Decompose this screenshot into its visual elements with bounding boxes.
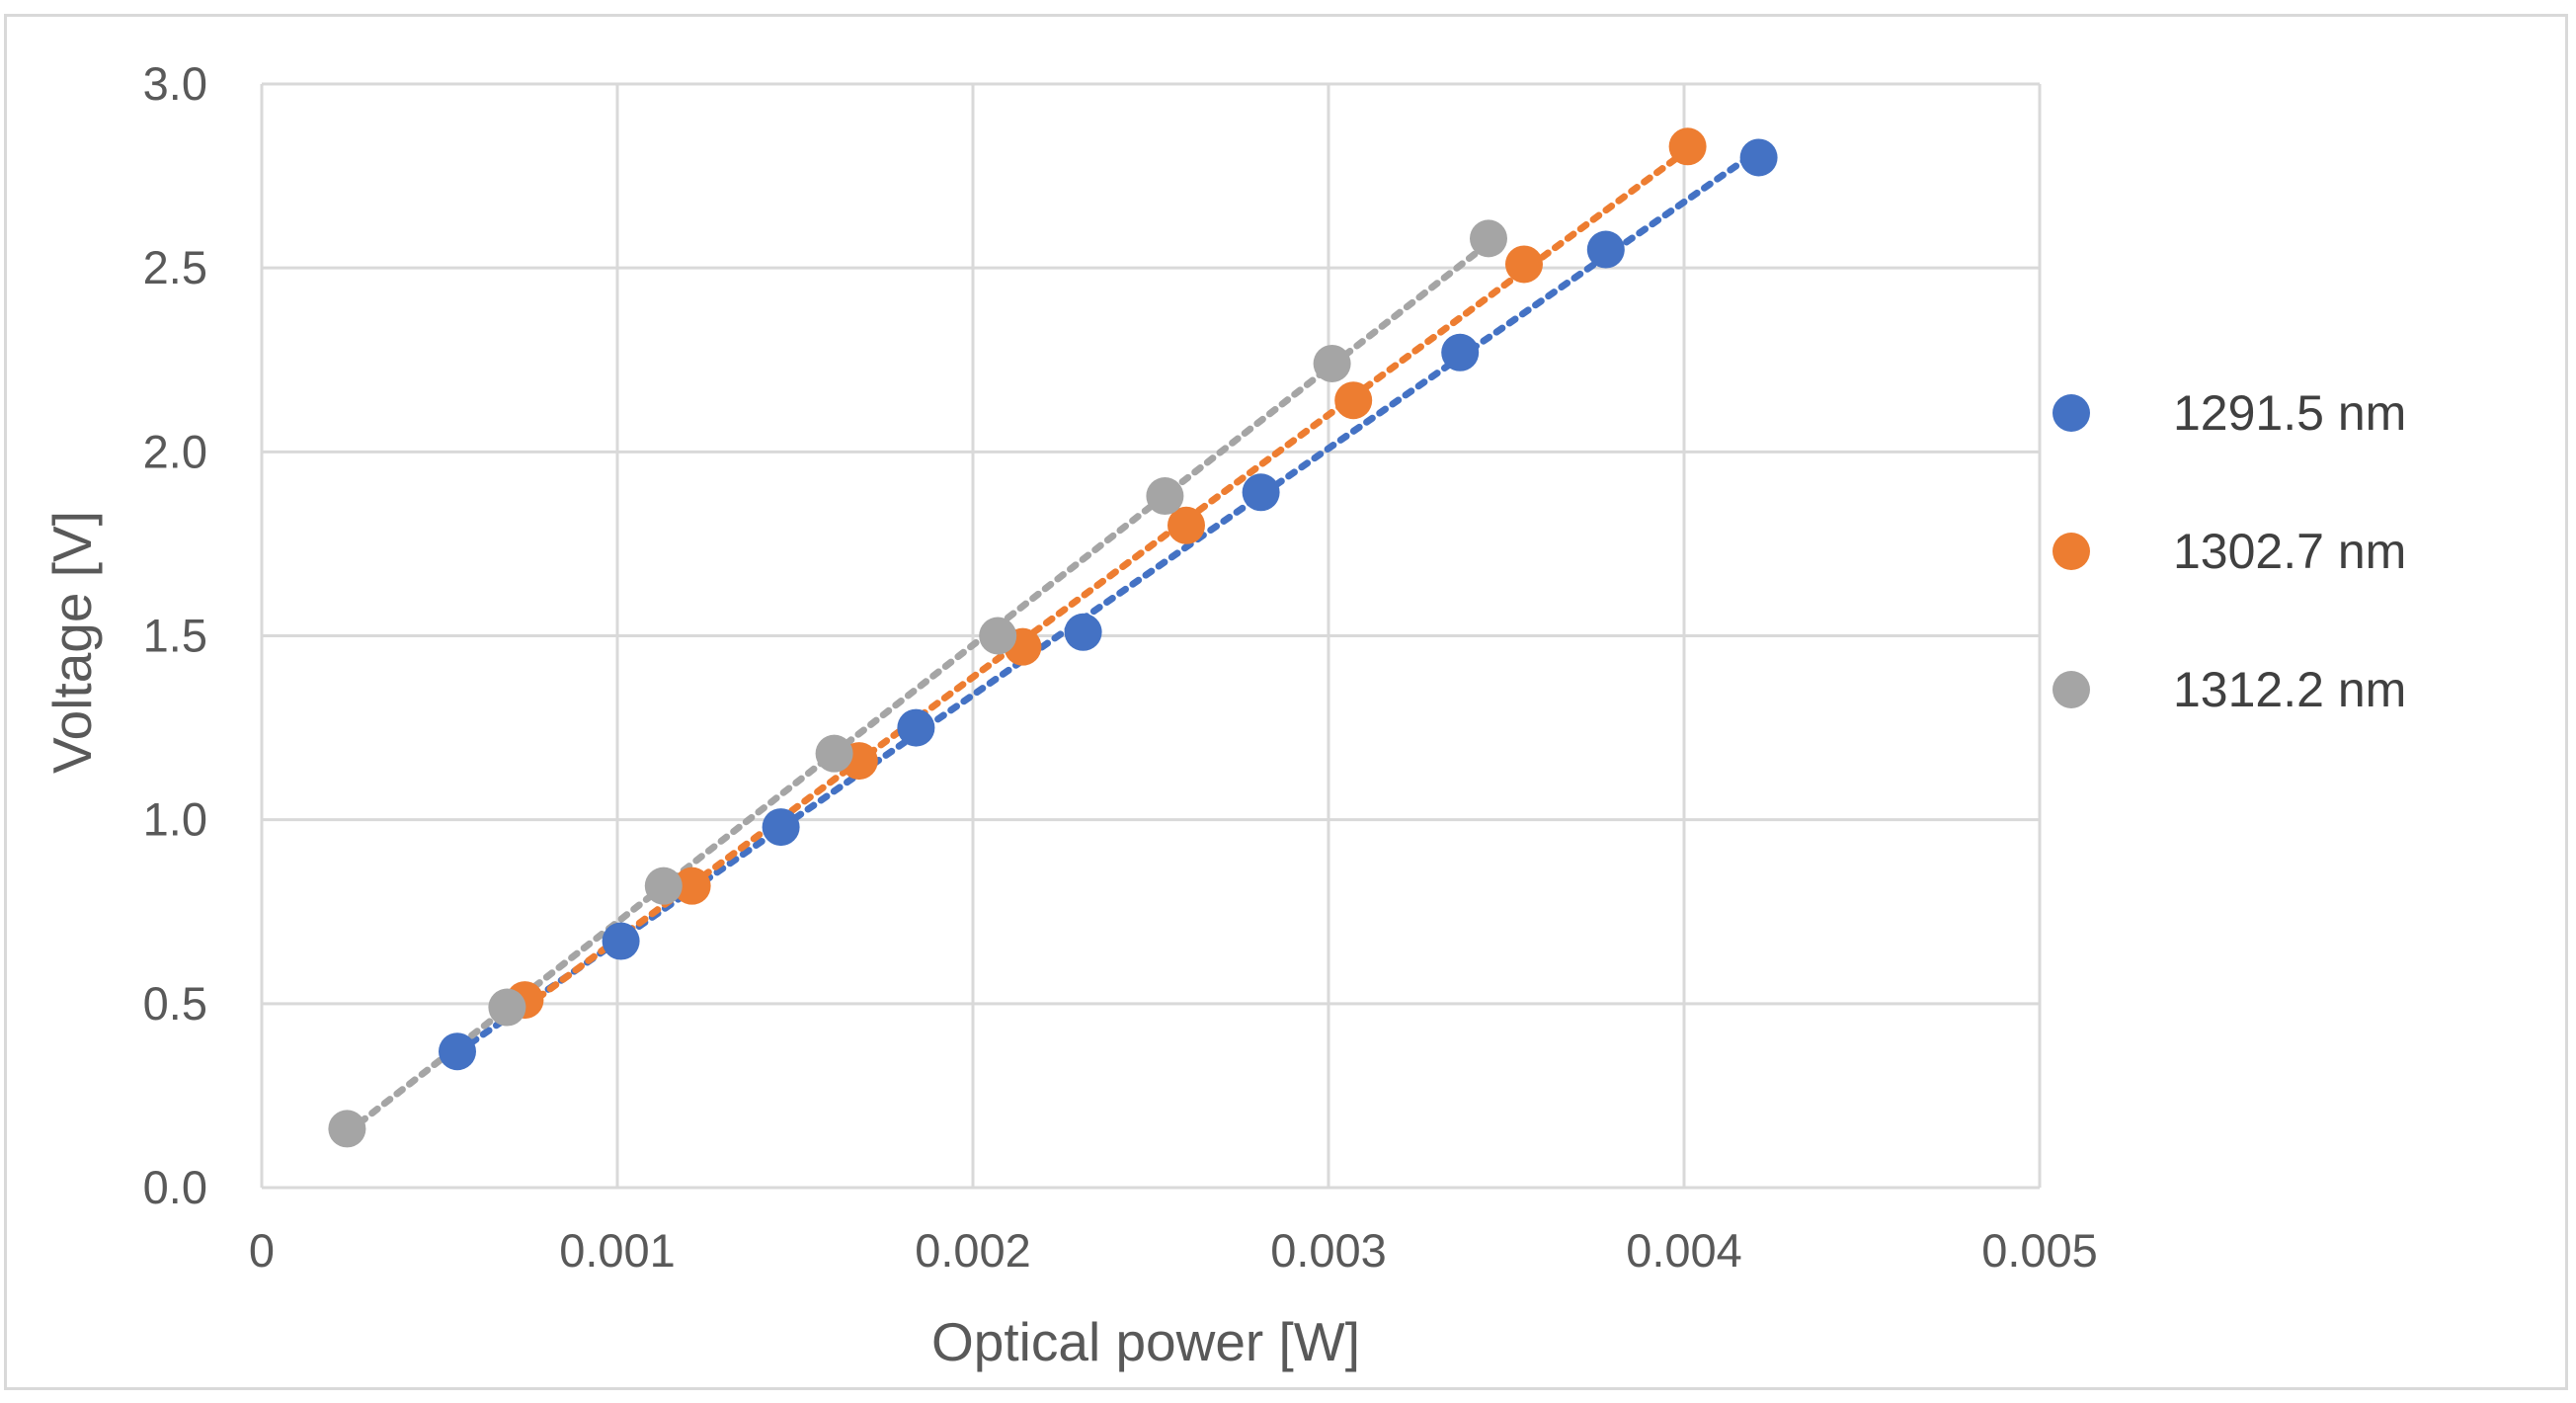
data-point-series-1 (762, 808, 800, 847)
x-axis-title: Optical power [W] (931, 1311, 1360, 1372)
data-point-series-1 (1441, 333, 1480, 371)
data-point-series-3 (815, 734, 853, 773)
tick-labels: 0 0.001 0.002 0.003 0.004 0.005 0.0 0.5 1.0 1.5 2.… (143, 57, 2098, 1277)
x-tick-label: 0.002 (915, 1224, 1031, 1277)
y-tick-label: 2.0 (143, 425, 207, 477)
y-axis-title: Voltage [V] (41, 511, 103, 774)
data-point-series-1 (897, 708, 935, 747)
data-point-series-1 (1739, 138, 1778, 177)
data-point-series-3 (328, 1110, 366, 1148)
legend-marker (2053, 671, 2090, 708)
legend-label: 1302.7 nm (2173, 524, 2406, 579)
y-tick-label: 1.0 (143, 793, 207, 846)
data-point-series-3 (488, 988, 526, 1027)
trendline-series-3 (343, 239, 1492, 1136)
y-tick-label: 2.5 (143, 241, 207, 293)
data-point-series-1 (439, 1032, 476, 1071)
y-tick-label: 0.5 (143, 977, 207, 1030)
y-tick-label: 3.0 (143, 57, 207, 110)
x-tick-label: 0 (249, 1224, 275, 1277)
chart-frame (4, 14, 2568, 1390)
x-tick-label: 0.001 (559, 1224, 676, 1277)
data-point-series-3 (1313, 344, 1351, 382)
legend-label: 1312.2 nm (2173, 662, 2406, 717)
data-point-series-3 (979, 617, 1017, 655)
x-tick-label: 0.003 (1270, 1224, 1387, 1277)
data-point-series-2 (1167, 506, 1205, 544)
legend: 1291.5 nm 1302.7 nm 1312.2 nm (2053, 385, 2406, 717)
gridlines (260, 82, 2042, 1190)
data-point-series-3 (644, 867, 683, 905)
data-points (328, 127, 1778, 1148)
data-point-series-1 (1064, 613, 1102, 651)
data-point-series-3 (1470, 219, 1507, 258)
data-point-series-1 (1242, 473, 1280, 512)
data-point-series-2 (1334, 381, 1373, 420)
data-point-series-2 (1505, 245, 1543, 284)
x-tick-label: 0.005 (1981, 1224, 2098, 1277)
data-point-series-1 (1586, 230, 1625, 269)
data-point-series-1 (602, 922, 640, 960)
trendlines (343, 146, 1763, 1136)
data-point-series-3 (1146, 477, 1184, 516)
data-point-series-2 (673, 867, 711, 905)
legend-label: 1291.5 nm (2173, 385, 2406, 441)
legend-marker (2053, 533, 2090, 570)
trendline-series-1 (453, 146, 1763, 1056)
y-tick-label: 0.0 (143, 1161, 207, 1213)
y-tick-label: 1.5 (143, 610, 207, 662)
x-tick-label: 0.004 (1626, 1224, 1742, 1277)
trendline-series-2 (521, 146, 1692, 1012)
legend-marker (2053, 394, 2090, 432)
data-point-series-2 (1668, 127, 1707, 166)
